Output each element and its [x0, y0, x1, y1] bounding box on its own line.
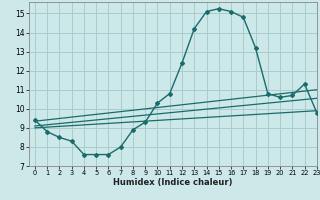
- X-axis label: Humidex (Indice chaleur): Humidex (Indice chaleur): [113, 178, 233, 187]
